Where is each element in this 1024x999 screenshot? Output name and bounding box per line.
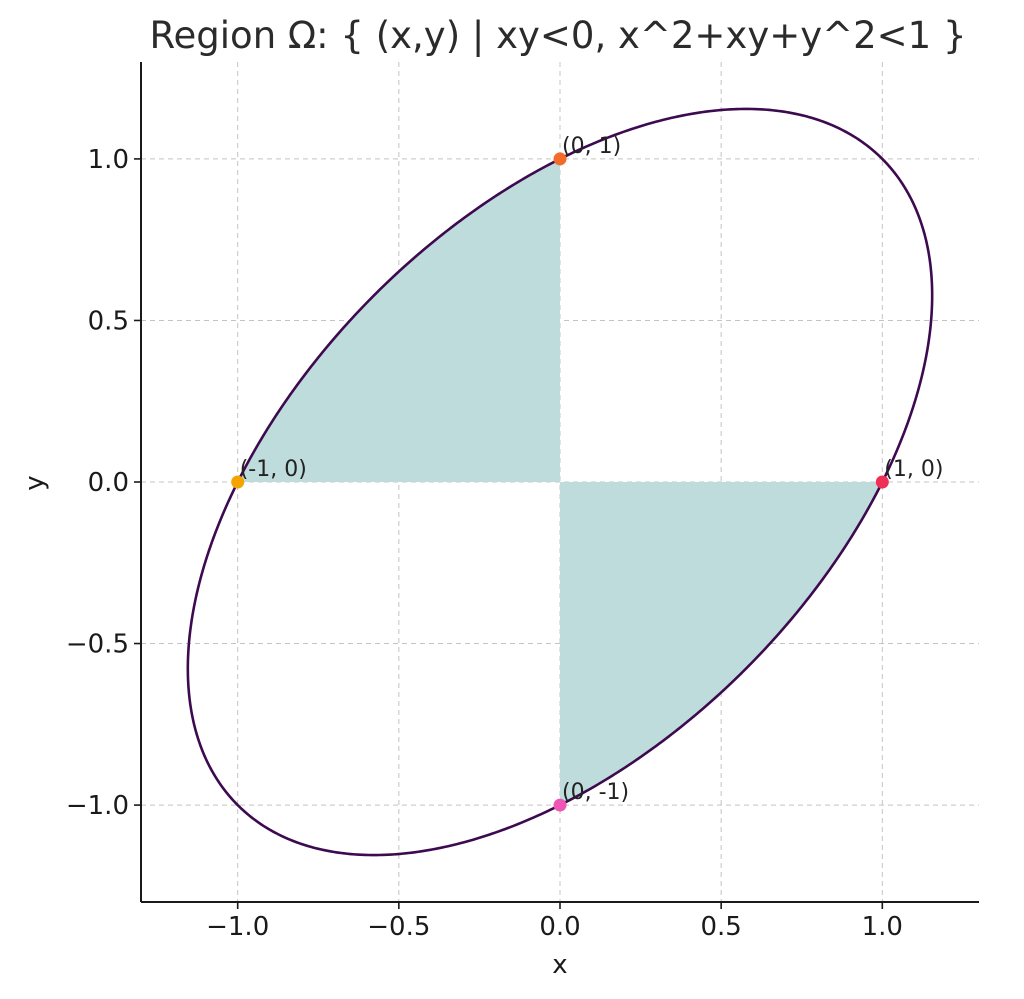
x-tick-label: −1.0 — [206, 912, 269, 942]
shaded-quadrant-upper-left — [237, 158, 560, 483]
x-tick-label: −0.5 — [367, 912, 430, 942]
y-axis-label: y — [20, 475, 50, 490]
x-tick-label: 1.0 — [862, 912, 903, 942]
point-label: (1, 0) — [884, 457, 943, 482]
point-marker — [875, 475, 889, 489]
point-label: (0, 1) — [562, 134, 621, 159]
axes: −1.0 −0.5 0.0 0.5 1.0 −1.0 −0.5 0.0 0.5 1.0 — [66, 62, 979, 942]
point-marker — [231, 475, 245, 489]
y-tick-label: 0.0 — [88, 468, 129, 498]
x-axis-label: x — [552, 950, 567, 980]
shaded-quadrant-lower-right — [560, 482, 883, 806]
y-tick-label: 1.0 — [88, 145, 129, 175]
y-tick-label: −1.0 — [66, 791, 129, 821]
marked-points: (0, 1) (-1, 0) (1, 0) (0, -1) — [231, 134, 943, 812]
point-marker — [553, 152, 567, 166]
x-tick-label: 0.5 — [700, 912, 741, 942]
chart-title: Region Ω: { (x,y) | xy<0, x^2+xy+y^2<1 } — [149, 14, 966, 57]
point-label: (0, -1) — [562, 780, 629, 805]
point-marker — [553, 798, 567, 812]
shaded-region — [237, 158, 883, 806]
y-tick-label: 0.5 — [88, 306, 129, 336]
y-tick-label: −0.5 — [66, 630, 129, 660]
x-tick-label: 0.0 — [539, 912, 580, 942]
point-label: (-1, 0) — [240, 457, 307, 482]
